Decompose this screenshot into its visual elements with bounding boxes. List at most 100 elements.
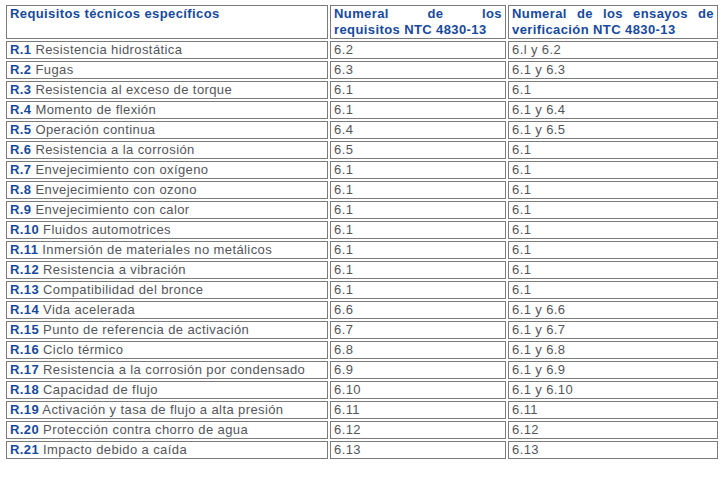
header-row: Requisitos técnicos específicos Numeral … bbox=[6, 5, 718, 39]
cell-numeral-ensayos: 6.1 bbox=[508, 201, 718, 219]
row-id: R.16 bbox=[10, 342, 39, 357]
table-row: R.15 Punto de referencia de activación6.… bbox=[6, 321, 718, 339]
cell-requisito: R.14 Vida acelerada bbox=[6, 301, 328, 319]
table-row: R.7 Envejecimiento con oxígeno6.16.1 bbox=[6, 161, 718, 179]
cell-requisito: R.17 Resistencia a la corrosión por cond… bbox=[6, 361, 328, 379]
table-row: R.19 Activación y tasa de flujo a alta p… bbox=[6, 401, 718, 419]
cell-requisito: R.21 Impacto debido a caída bbox=[6, 441, 328, 459]
cell-numeral-ensayos: 6.1 y 6.9 bbox=[508, 361, 718, 379]
cell-numeral-requisitos: 6.1 bbox=[330, 161, 506, 179]
row-label: Impacto debido a caída bbox=[43, 442, 187, 457]
cell-numeral-requisitos: 6.11 bbox=[330, 401, 506, 419]
cell-numeral-ensayos: 6.1 bbox=[508, 141, 718, 159]
table-row: R.4 Momento de flexión6.16.1 y 6.4 bbox=[6, 101, 718, 119]
row-id: R.5 bbox=[10, 122, 31, 137]
table-row: R.10 Fluidos automotrices6.16.1 bbox=[6, 221, 718, 239]
cell-numeral-requisitos: 6.1 bbox=[330, 181, 506, 199]
cell-numeral-requisitos: 6.1 bbox=[330, 81, 506, 99]
row-label: Resistencia a la corrosión bbox=[35, 142, 194, 157]
table-row: R.3 Resistencia al exceso de torque6.16.… bbox=[6, 81, 718, 99]
cell-requisito: R.19 Activación y tasa de flujo a alta p… bbox=[6, 401, 328, 419]
cell-numeral-ensayos: 6.1 y 6.10 bbox=[508, 381, 718, 399]
row-id: R.12 bbox=[10, 262, 39, 277]
cell-requisito: R.12 Resistencia a vibración bbox=[6, 261, 328, 279]
document-page: Requisitos técnicos específicos Numeral … bbox=[0, 0, 724, 487]
cell-numeral-requisitos: 6.1 bbox=[330, 241, 506, 259]
cell-numeral-requisitos: 6.5 bbox=[330, 141, 506, 159]
row-id: R.13 bbox=[10, 282, 39, 297]
cell-requisito: R.15 Punto de referencia de activación bbox=[6, 321, 328, 339]
cell-numeral-requisitos: 6.1 bbox=[330, 201, 506, 219]
table-row: R.18 Capacidad de flujo 6.106.1 y 6.10 bbox=[6, 381, 718, 399]
cell-numeral-ensayos: 6.1 y 6.6 bbox=[508, 301, 718, 319]
cell-requisito: R.13 Compatibilidad del bronce bbox=[6, 281, 328, 299]
row-label: Fugas bbox=[35, 62, 73, 77]
cell-numeral-requisitos: 6.4 bbox=[330, 121, 506, 139]
row-id: R.9 bbox=[10, 202, 31, 217]
cell-numeral-ensayos: 6.11 bbox=[508, 401, 718, 419]
table-row: R.2 Fugas6.36.1 y 6.3 bbox=[6, 61, 718, 79]
row-id: R.10 bbox=[10, 222, 39, 237]
row-id: R.11 bbox=[10, 242, 38, 257]
cell-numeral-requisitos: 6.1 bbox=[330, 261, 506, 279]
row-label: Resistencia al exceso de torque bbox=[35, 82, 232, 97]
cell-requisito: R.16 Ciclo térmico bbox=[6, 341, 328, 359]
row-id: R.2 bbox=[10, 62, 31, 77]
row-label: Fluidos automotrices bbox=[43, 222, 171, 237]
row-id: R.4 bbox=[10, 102, 31, 117]
cell-numeral-requisitos: 6.1 bbox=[330, 281, 506, 299]
cell-numeral-requisitos: 6.7 bbox=[330, 321, 506, 339]
cell-requisito: R.8 Envejecimiento con ozono bbox=[6, 181, 328, 199]
cell-numeral-requisitos: 6.2 bbox=[330, 41, 506, 59]
cell-numeral-ensayos: 6.13 bbox=[508, 441, 718, 459]
table-row: R.14 Vida acelerada6.66.1 y 6.6 bbox=[6, 301, 718, 319]
cell-numeral-ensayos: 6.1 bbox=[508, 161, 718, 179]
row-id: R.8 bbox=[10, 182, 31, 197]
cell-numeral-requisitos: 6.1 bbox=[330, 101, 506, 119]
cell-numeral-ensayos: 6.1 bbox=[508, 81, 718, 99]
table-row: R.17 Resistencia a la corrosión por cond… bbox=[6, 361, 718, 379]
column-header-numeral-ensayos: Numeral de los ensayos de verificación N… bbox=[508, 5, 718, 39]
table-row: R.12 Resistencia a vibración6.16.1 bbox=[6, 261, 718, 279]
row-id: R.20 bbox=[10, 422, 39, 437]
row-id: R.15 bbox=[10, 322, 39, 337]
row-id: R.19 bbox=[10, 402, 39, 417]
row-label: Protección contra chorro de agua bbox=[43, 422, 248, 437]
row-label: Resistencia a la corrosión por condensad… bbox=[43, 362, 305, 377]
table-row: R.11 Inmersión de materiales no metálico… bbox=[6, 241, 718, 259]
cell-numeral-ensayos: 6.1 y 6.8 bbox=[508, 341, 718, 359]
row-id: R.17 bbox=[10, 362, 39, 377]
cell-numeral-requisitos: 6.9 bbox=[330, 361, 506, 379]
cell-requisito: R.3 Resistencia al exceso de torque bbox=[6, 81, 328, 99]
row-label: Capacidad de flujo bbox=[43, 382, 158, 397]
cell-numeral-ensayos: 6.1 bbox=[508, 241, 718, 259]
cell-numeral-ensayos: 6.1 y 6.5 bbox=[508, 121, 718, 139]
row-label: Envejecimiento con calor bbox=[35, 202, 189, 217]
row-label: Compatibilidad del bronce bbox=[43, 282, 203, 297]
table-row: R.5 Operación continua 6.46.1 y 6.5 bbox=[6, 121, 718, 139]
cell-requisito: R.20 Protección contra chorro de agua bbox=[6, 421, 328, 439]
row-id: R.1 bbox=[10, 42, 31, 57]
table-row: R.13 Compatibilidad del bronce6.16.1 bbox=[6, 281, 718, 299]
row-label: Envejecimiento con ozono bbox=[35, 182, 196, 197]
table-row: R.9 Envejecimiento con calor6.16.1 bbox=[6, 201, 718, 219]
cell-requisito: R.4 Momento de flexión bbox=[6, 101, 328, 119]
row-label: Inmersión de materiales no metálicos bbox=[42, 242, 272, 257]
cell-numeral-ensayos: 6.1 bbox=[508, 221, 718, 239]
row-label: Resistencia hidrostática bbox=[35, 42, 182, 57]
row-id: R.14 bbox=[10, 302, 39, 317]
cell-numeral-requisitos: 6.6 bbox=[330, 301, 506, 319]
cell-numeral-ensayos: 6.1 y 6.3 bbox=[508, 61, 718, 79]
requirements-table: Requisitos técnicos específicos Numeral … bbox=[4, 3, 720, 461]
cell-requisito: R.7 Envejecimiento con oxígeno bbox=[6, 161, 328, 179]
table-header: Requisitos técnicos específicos Numeral … bbox=[6, 5, 718, 39]
row-label: Ciclo térmico bbox=[43, 342, 123, 357]
cell-numeral-ensayos: 6.1 bbox=[508, 181, 718, 199]
cell-requisito: R.9 Envejecimiento con calor bbox=[6, 201, 328, 219]
row-label: Operación continua bbox=[35, 122, 155, 137]
column-header-requisitos: Requisitos técnicos específicos bbox=[6, 5, 328, 39]
row-label: Envejecimiento con oxígeno bbox=[35, 162, 208, 177]
row-id: R.3 bbox=[10, 82, 31, 97]
row-id: R.18 bbox=[10, 382, 39, 397]
cell-numeral-requisitos: 6.10 bbox=[330, 381, 506, 399]
